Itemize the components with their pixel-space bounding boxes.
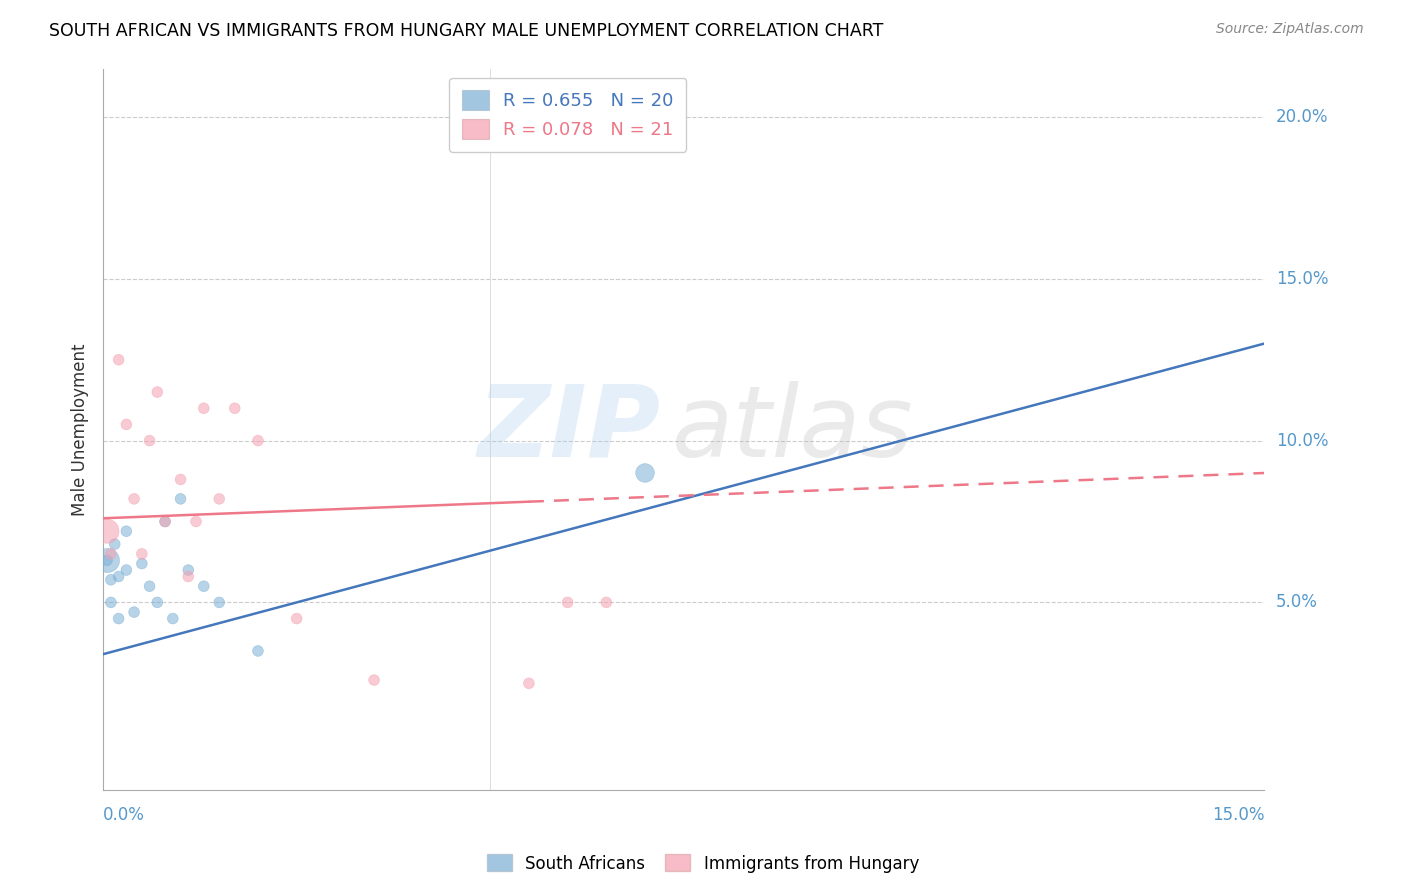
- Point: [115, 563, 138, 577]
- Point: [153, 515, 176, 529]
- Point: [138, 434, 160, 448]
- Point: [146, 595, 169, 609]
- Point: [107, 352, 129, 367]
- Point: [169, 491, 191, 506]
- Text: ZIP: ZIP: [478, 381, 661, 478]
- Text: 10.0%: 10.0%: [1277, 432, 1329, 450]
- Text: Source: ZipAtlas.com: Source: ZipAtlas.com: [1216, 22, 1364, 37]
- Point: [96, 553, 118, 567]
- Point: [96, 553, 118, 567]
- Point: [208, 491, 231, 506]
- Point: [177, 569, 200, 583]
- Point: [634, 466, 657, 480]
- Point: [115, 417, 138, 432]
- Text: 20.0%: 20.0%: [1277, 108, 1329, 126]
- Point: [146, 385, 169, 400]
- Text: 5.0%: 5.0%: [1277, 593, 1317, 611]
- Point: [595, 595, 617, 609]
- Point: [517, 676, 540, 690]
- Point: [177, 563, 200, 577]
- Point: [363, 673, 385, 687]
- Point: [557, 595, 579, 609]
- Text: SOUTH AFRICAN VS IMMIGRANTS FROM HUNGARY MALE UNEMPLOYMENT CORRELATION CHART: SOUTH AFRICAN VS IMMIGRANTS FROM HUNGARY…: [49, 22, 883, 40]
- Point: [107, 569, 129, 583]
- Point: [153, 515, 176, 529]
- Point: [138, 579, 160, 593]
- Text: 15.0%: 15.0%: [1277, 270, 1329, 288]
- Text: 0.0%: 0.0%: [103, 806, 145, 824]
- Text: atlas: atlas: [672, 381, 914, 478]
- Point: [107, 611, 129, 625]
- Point: [115, 524, 138, 539]
- Legend: South Africans, Immigrants from Hungary: South Africans, Immigrants from Hungary: [481, 847, 925, 880]
- Point: [100, 573, 122, 587]
- Legend: R = 0.655   N = 20, R = 0.078   N = 21: R = 0.655 N = 20, R = 0.078 N = 21: [449, 78, 686, 152]
- Point: [131, 547, 153, 561]
- Text: 15.0%: 15.0%: [1212, 806, 1264, 824]
- Point: [169, 473, 191, 487]
- Point: [193, 401, 215, 416]
- Point: [104, 537, 127, 551]
- Point: [100, 547, 122, 561]
- Point: [246, 434, 269, 448]
- Point: [208, 595, 231, 609]
- Point: [246, 644, 269, 658]
- Point: [285, 611, 308, 625]
- Point: [131, 557, 153, 571]
- Point: [122, 605, 145, 619]
- Point: [184, 515, 207, 529]
- Point: [193, 579, 215, 593]
- Point: [162, 611, 184, 625]
- Point: [96, 524, 118, 539]
- Point: [224, 401, 246, 416]
- Point: [100, 595, 122, 609]
- Point: [122, 491, 145, 506]
- Y-axis label: Male Unemployment: Male Unemployment: [72, 343, 89, 516]
